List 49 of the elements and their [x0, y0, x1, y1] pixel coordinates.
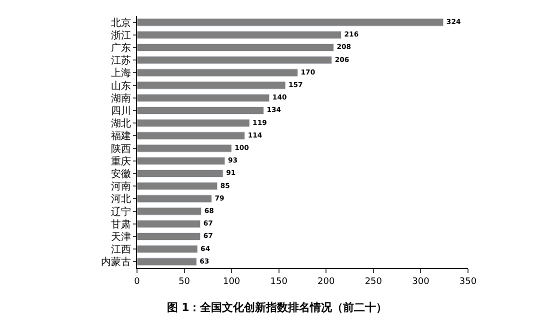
- y-tick-label: 内蒙古: [101, 256, 131, 268]
- bar: [137, 30, 342, 39]
- x-tick-label: 150: [270, 276, 288, 287]
- bar: [137, 106, 264, 115]
- x-tick-label: 350: [459, 276, 477, 287]
- y-tick-label: 江西: [111, 244, 131, 256]
- x-tick-label: 0: [134, 276, 140, 287]
- y-tick-label: 安徽: [111, 168, 131, 180]
- y-tick-label: 河南: [111, 180, 131, 193]
- x-tick-label: 250: [364, 276, 382, 287]
- y-tick-label: 浙江: [111, 29, 131, 42]
- y-tick-label: 辽宁: [111, 206, 131, 218]
- y-tick-label: 江苏: [111, 54, 131, 67]
- y-tick-label: 山东: [111, 80, 131, 92]
- x-tick-label: 200: [318, 276, 335, 287]
- x-tick-label: 50: [178, 276, 190, 287]
- y-tick-label: 重庆: [111, 155, 131, 168]
- bar: [137, 68, 298, 77]
- bar: [137, 194, 212, 203]
- bar: [137, 81, 286, 90]
- y-tick-label: 天津: [111, 231, 131, 243]
- y-tick-label: 四川: [111, 105, 131, 117]
- bar: [137, 94, 270, 102]
- bar: [137, 119, 250, 128]
- bar: [137, 220, 201, 228]
- text: 图 1：全国文化创新指数排名情况（前二十）: [166, 301, 388, 314]
- bar: [137, 156, 226, 165]
- bar: [137, 258, 197, 266]
- x-tick-label: 100: [222, 276, 240, 287]
- y-tick-label: 陕西: [111, 142, 131, 155]
- bar: [137, 144, 232, 152]
- y-tick-label: 湖北: [111, 118, 131, 130]
- y-tick-label: 北京: [111, 16, 131, 29]
- y-tick-label: 广东: [111, 42, 131, 54]
- bar: [137, 232, 201, 241]
- bar: [137, 56, 332, 64]
- y-tick-label: 福建: [111, 130, 131, 142]
- bar: [137, 43, 334, 52]
- x-tick-label: 300: [412, 276, 430, 287]
- bar: [137, 182, 218, 190]
- y-tick-label: 甘肃: [111, 218, 131, 230]
- bar: [137, 207, 202, 216]
- y-tick-label: 上海: [111, 67, 131, 80]
- bar: [137, 18, 444, 26]
- bar: [137, 132, 246, 140]
- bar: [137, 245, 198, 254]
- y-tick-label: 湖南: [111, 92, 131, 104]
- bar: [137, 169, 224, 178]
- y-tick-label: 河北: [111, 193, 131, 206]
